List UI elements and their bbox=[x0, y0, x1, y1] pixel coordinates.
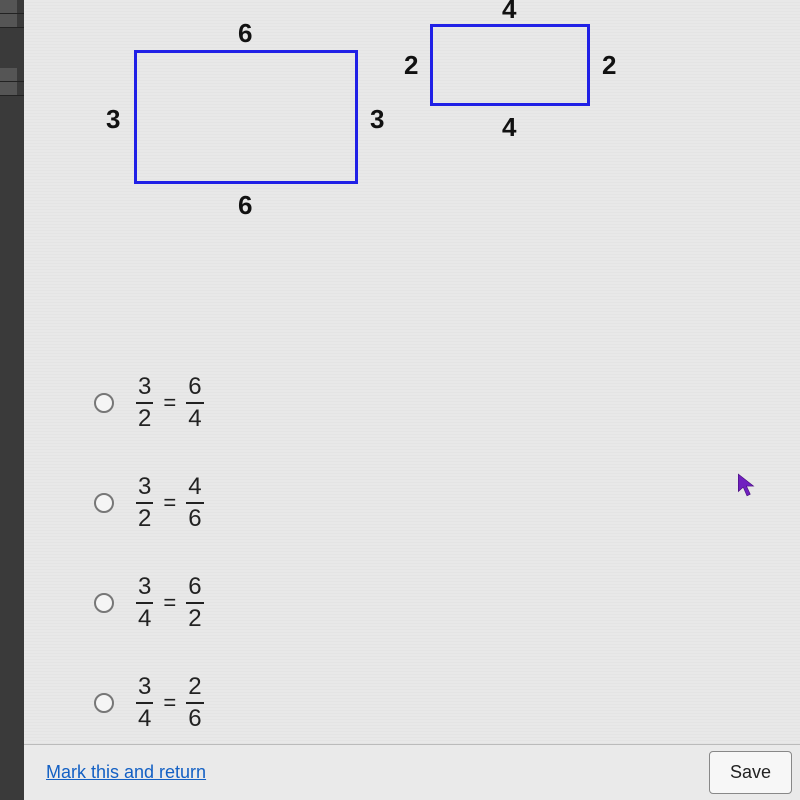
option-1-right-den: 6 bbox=[186, 507, 203, 531]
option-1[interactable]: 3 2 = 4 6 bbox=[94, 475, 204, 531]
option-0-right-num: 6 bbox=[186, 375, 203, 399]
option-3-right-fraction: 2 6 bbox=[186, 675, 203, 731]
rect1-label-right: 3 bbox=[370, 104, 384, 135]
option-1-left-den: 2 bbox=[136, 507, 153, 531]
option-3-expression: 3 4 = 2 6 bbox=[136, 675, 204, 731]
option-1-left-fraction: 3 2 bbox=[136, 475, 153, 531]
rect1-label-left: 3 bbox=[106, 104, 120, 135]
rect2-label-bottom: 4 bbox=[502, 112, 516, 143]
radio-2[interactable] bbox=[94, 593, 114, 613]
option-3-left-num: 3 bbox=[136, 675, 153, 699]
radio-3[interactable] bbox=[94, 693, 114, 713]
rect2-label-right: 2 bbox=[602, 50, 616, 81]
equals-sign: = bbox=[163, 490, 176, 516]
equals-sign: = bbox=[163, 590, 176, 616]
option-2-left-den: 4 bbox=[136, 607, 153, 631]
option-2-right-den: 2 bbox=[186, 607, 203, 631]
option-3-right-num: 2 bbox=[186, 675, 203, 699]
option-0-expression: 3 2 = 6 4 bbox=[136, 375, 204, 431]
option-0-left-fraction: 3 2 bbox=[136, 375, 153, 431]
option-2-left-fraction: 3 4 bbox=[136, 575, 153, 631]
vertical-ruler bbox=[0, 0, 24, 800]
option-2[interactable]: 3 4 = 6 2 bbox=[94, 575, 204, 631]
option-2-expression: 3 4 = 6 2 bbox=[136, 575, 204, 631]
geometry-area: 6 3 3 6 4 2 2 4 bbox=[24, 0, 800, 300]
option-2-right-fraction: 6 2 bbox=[186, 575, 203, 631]
rect1-label-bottom: 6 bbox=[238, 190, 252, 221]
radio-0[interactable] bbox=[94, 393, 114, 413]
option-0-left-num: 3 bbox=[136, 375, 153, 399]
mark-and-return-link[interactable]: Mark this and return bbox=[46, 762, 206, 783]
option-3[interactable]: 3 4 = 2 6 bbox=[94, 675, 204, 731]
rect1-label-top: 6 bbox=[238, 18, 252, 49]
option-1-expression: 3 2 = 4 6 bbox=[136, 475, 204, 531]
option-0[interactable]: 3 2 = 6 4 bbox=[94, 375, 204, 431]
option-2-left-num: 3 bbox=[136, 575, 153, 599]
footer-bar: Mark this and return Save bbox=[24, 744, 800, 800]
page: 6 3 3 6 4 2 2 4 3 2 = 6 4 bbox=[24, 0, 800, 800]
answer-options: 3 2 = 6 4 3 2 = bbox=[94, 375, 204, 731]
option-0-left-den: 2 bbox=[136, 407, 153, 431]
rect2-label-left: 2 bbox=[404, 50, 418, 81]
option-1-right-fraction: 4 6 bbox=[186, 475, 203, 531]
equals-sign: = bbox=[163, 390, 176, 416]
option-0-right-den: 4 bbox=[186, 407, 203, 431]
save-button[interactable]: Save bbox=[709, 751, 792, 794]
rect2-label-top: 4 bbox=[502, 0, 516, 25]
radio-1[interactable] bbox=[94, 493, 114, 513]
option-3-left-den: 4 bbox=[136, 707, 153, 731]
option-3-right-den: 6 bbox=[186, 707, 203, 731]
option-0-right-fraction: 6 4 bbox=[186, 375, 203, 431]
rectangle-2 bbox=[430, 24, 590, 106]
option-1-left-num: 3 bbox=[136, 475, 153, 499]
mouse-cursor-icon bbox=[736, 472, 758, 498]
equals-sign: = bbox=[163, 690, 176, 716]
option-1-right-num: 4 bbox=[186, 475, 203, 499]
option-2-right-num: 6 bbox=[186, 575, 203, 599]
rectangle-1 bbox=[134, 50, 358, 184]
option-3-left-fraction: 3 4 bbox=[136, 675, 153, 731]
